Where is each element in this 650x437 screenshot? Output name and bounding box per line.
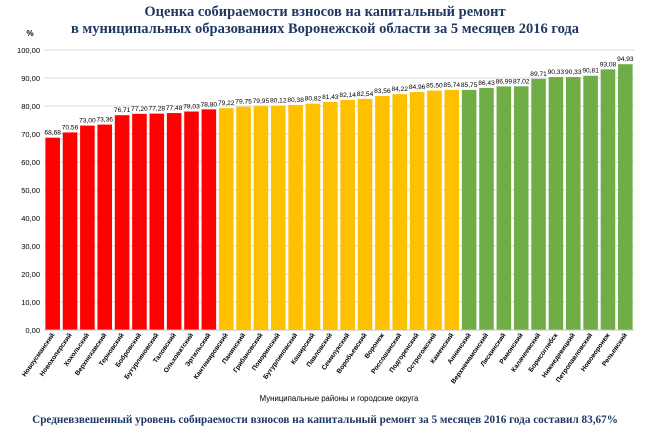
bar (496, 86, 512, 330)
x-axis-label: Муниципальные районы и городские округа (260, 394, 419, 403)
data-label: 85,75 (461, 82, 478, 89)
bar (323, 101, 338, 330)
data-label: 77,48 (166, 105, 183, 112)
bar (201, 109, 217, 330)
data-label: 77,20 (131, 106, 148, 113)
chart-title-line-2: в муниципальных образованиях Воронежской… (70, 21, 580, 37)
y-tick-label: 60,00 (21, 158, 40, 167)
data-label: 77,28 (149, 106, 166, 113)
bar (218, 108, 234, 331)
bar (149, 113, 165, 330)
bar (80, 125, 95, 330)
data-label: 94,93 (617, 56, 634, 63)
bar (618, 64, 633, 331)
data-label: 79,95 (253, 98, 270, 105)
bar (288, 104, 303, 330)
data-label: 80,38 (287, 97, 304, 104)
bar (166, 113, 182, 330)
data-label: 73,36 (96, 117, 113, 124)
bar (548, 77, 564, 331)
data-label: 90,33 (548, 69, 565, 76)
data-label: 73,00 (79, 118, 96, 125)
data-label: 80,82 (305, 96, 322, 103)
bar (236, 106, 251, 330)
bar (513, 86, 529, 331)
y-tick-label: 10,00 (21, 298, 40, 307)
data-label: 87,02 (513, 78, 530, 85)
data-label: 78,80 (201, 101, 218, 108)
data-label: 84,96 (409, 84, 426, 91)
bar (340, 100, 355, 331)
bar (97, 124, 113, 330)
data-label: 85,50 (426, 83, 443, 90)
chart-title-line-1: Оценка собираемости взносов на капитальн… (144, 4, 506, 20)
data-label: 80,12 (270, 98, 287, 105)
bar (305, 103, 321, 330)
bar (600, 69, 616, 330)
y-axis-label: % (26, 29, 33, 38)
bar (132, 113, 147, 330)
y-tick-label: 70,00 (21, 130, 40, 139)
y-tick-label: 100,00 (17, 46, 40, 55)
y-tick-label: 20,00 (21, 270, 40, 279)
bar (583, 75, 598, 331)
data-label: 78,03 (183, 104, 200, 111)
bar (565, 77, 581, 331)
bar (392, 94, 408, 331)
bar (357, 98, 373, 330)
data-label: 90,33 (565, 69, 582, 76)
bar (461, 89, 477, 331)
bar (409, 92, 425, 330)
bar (62, 132, 78, 330)
data-label: 89,71 (530, 71, 547, 78)
y-tick-label: 0,00 (25, 326, 40, 335)
bar (114, 115, 130, 330)
bar (270, 105, 286, 330)
bar (375, 96, 390, 330)
bar (253, 106, 269, 330)
y-tick-label: 80,00 (21, 102, 40, 111)
data-label: 82,14 (339, 92, 356, 99)
y-tick-label: 30,00 (21, 242, 40, 251)
data-label: 79,22 (218, 100, 235, 107)
data-label: 83,56 (374, 88, 391, 95)
bar (531, 78, 546, 330)
data-label: 90,81 (582, 68, 599, 75)
data-label: 85,74 (444, 82, 461, 89)
bar (427, 90, 442, 330)
data-label: 81,43 (322, 94, 339, 101)
chart-title: Оценка собираемости взносов на капитальн… (0, 4, 650, 38)
data-label: 76,71 (114, 107, 131, 114)
bar (479, 87, 494, 330)
bar (184, 111, 199, 331)
data-label: 86,99 (496, 78, 513, 85)
x-tick-label: Воробьевский (335, 332, 369, 376)
y-tick-label: 40,00 (21, 214, 40, 223)
data-label: 79,75 (235, 99, 252, 106)
footer-summary: Средневзвешенный уровень собираемости вз… (32, 414, 618, 426)
x-tick-label: Россошанский (369, 332, 403, 376)
data-label: 82,54 (357, 91, 374, 98)
data-label: 86,43 (478, 80, 495, 87)
data-label: 68,68 (44, 130, 61, 137)
y-tick-label: 50,00 (21, 186, 40, 195)
bar (45, 137, 60, 330)
data-label: 84,22 (391, 86, 408, 93)
x-tick-label: Верхнехавский (73, 332, 108, 377)
bar (444, 89, 460, 330)
data-label: 70,56 (62, 124, 79, 131)
data-label: 93,08 (600, 61, 617, 68)
y-tick-label: 90,00 (21, 74, 40, 83)
